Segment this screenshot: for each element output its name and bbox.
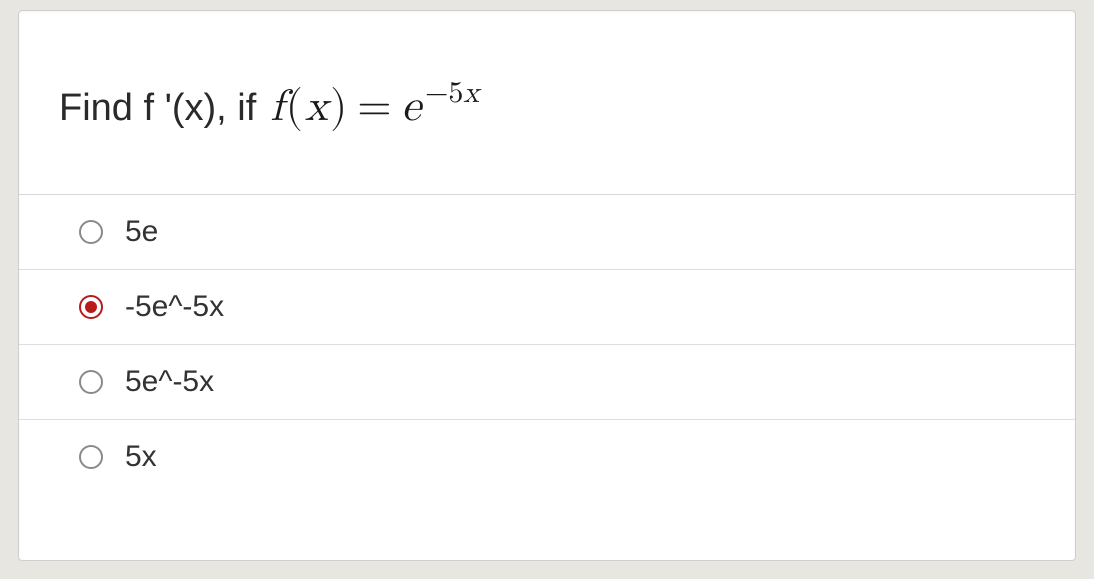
math-exponent: −5x <box>425 75 479 111</box>
option-label: -5e^-5x <box>125 290 224 324</box>
radio-icon[interactable] <box>79 370 103 394</box>
question-card: Find f '(x), if f ( x ) = e −5x 5e -5e^-… <box>18 10 1076 561</box>
radio-icon[interactable] <box>79 295 103 319</box>
math-close-paren: ) <box>330 81 347 134</box>
option-label: 5x <box>125 440 157 474</box>
math-fn: f <box>270 81 283 134</box>
option-row-1[interactable]: -5e^-5x <box>19 270 1075 345</box>
option-label: 5e^-5x <box>125 365 214 399</box>
math-equals: = <box>357 81 391 134</box>
option-row-0[interactable]: 5e <box>19 195 1075 270</box>
option-row-3[interactable]: 5x <box>19 420 1075 494</box>
math-open-paren: ( <box>286 81 303 134</box>
radio-icon[interactable] <box>79 445 103 469</box>
prompt-math: f ( x ) = e −5x <box>270 81 479 134</box>
question-prompt: Find f '(x), if f ( x ) = e −5x <box>19 11 1075 195</box>
prompt-prefix: Find f '(x), if <box>59 87 256 130</box>
math-base-e: e <box>401 81 421 134</box>
math-exp-coeff: −5 <box>425 78 463 108</box>
math-exp-var: x <box>463 78 479 108</box>
options-list: 5e -5e^-5x 5e^-5x 5x <box>19 195 1075 494</box>
math-var: x <box>305 81 328 134</box>
option-label: 5e <box>125 215 158 249</box>
option-row-2[interactable]: 5e^-5x <box>19 345 1075 420</box>
radio-icon[interactable] <box>79 220 103 244</box>
